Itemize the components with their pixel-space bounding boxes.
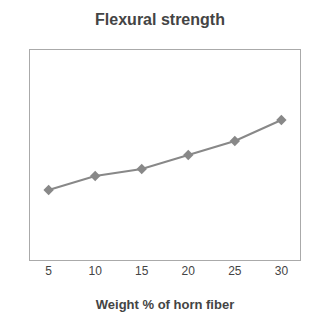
svg-text:10: 10 <box>88 264 102 278</box>
svg-text:25: 25 <box>228 264 242 278</box>
svg-text:20: 20 <box>182 264 196 278</box>
svg-text:5: 5 <box>45 264 52 278</box>
svg-text:30: 30 <box>275 264 289 278</box>
svg-text:Weight % of horn fiber: Weight % of horn fiber <box>96 297 234 312</box>
svg-text:15: 15 <box>135 264 149 278</box>
svg-text:Flexural strength: Flexural strength <box>95 11 225 28</box>
